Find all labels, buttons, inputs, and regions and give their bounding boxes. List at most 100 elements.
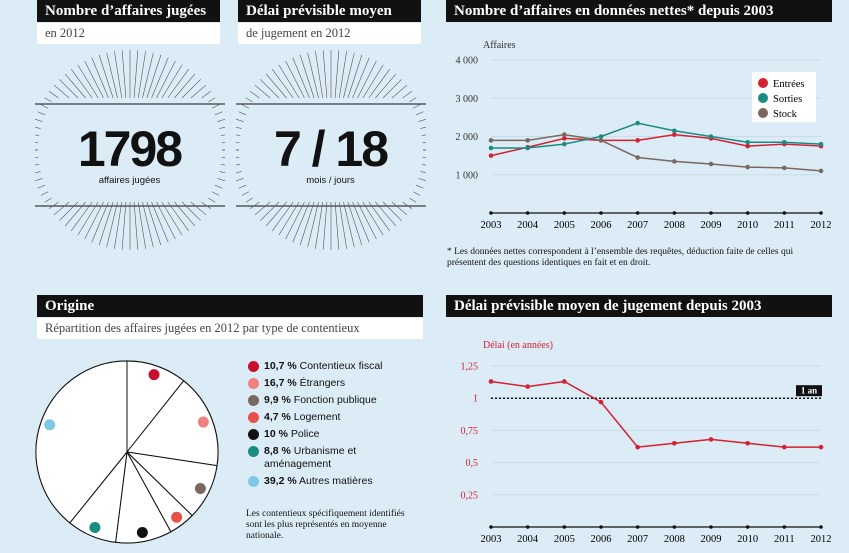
legend-pct: 16,7 % bbox=[264, 377, 297, 389]
sunburst-ray bbox=[292, 201, 310, 243]
sunburst-ray bbox=[368, 201, 391, 232]
sunburst-ray bbox=[322, 201, 328, 250]
sunburst-ray bbox=[307, 201, 319, 248]
legend-swatch bbox=[248, 429, 259, 440]
sunburst-ray bbox=[37, 111, 46, 116]
y-axis-title: Affaires bbox=[483, 40, 516, 51]
legend-label: Autres matières bbox=[296, 475, 373, 487]
sunburst-ray bbox=[133, 201, 139, 250]
y-tick-label: 4 000 bbox=[456, 56, 479, 67]
legend-label: Stock bbox=[773, 109, 798, 120]
sunburst-ray bbox=[190, 84, 207, 99]
x-tick-label: 2010 bbox=[737, 534, 758, 545]
legend-pct: 9,9 % bbox=[264, 394, 291, 406]
series-line bbox=[490, 133, 822, 157]
legend-swatch bbox=[248, 378, 259, 389]
data-point bbox=[635, 444, 640, 450]
sunburst-ray bbox=[415, 111, 424, 116]
data-point bbox=[672, 159, 677, 164]
sunburst-ray bbox=[114, 51, 123, 99]
y-tick-label: 0,75 bbox=[461, 426, 479, 437]
data-point bbox=[488, 153, 494, 158]
data-point bbox=[745, 440, 750, 446]
sunburst-ray bbox=[98, 201, 114, 246]
x-tick bbox=[709, 525, 713, 529]
sunburst-ray bbox=[121, 201, 127, 250]
x-tick-label: 2011 bbox=[774, 220, 795, 231]
legend-label: Entrées bbox=[773, 79, 805, 90]
pie-slice bbox=[35, 360, 128, 524]
sunburst-ray bbox=[254, 84, 271, 99]
sunburst-ray bbox=[368, 68, 391, 99]
sunburst-ray bbox=[70, 201, 93, 232]
sunburst-ray bbox=[137, 51, 146, 99]
sunburst-ray bbox=[64, 201, 86, 227]
sunburst-ray bbox=[146, 201, 162, 246]
x-tick-label: 2006 bbox=[591, 220, 612, 231]
legend-pct: 10 % bbox=[264, 428, 288, 440]
sunburst-ray bbox=[352, 201, 370, 243]
y-tick-label: 0,5 bbox=[466, 458, 479, 469]
y-axis-title: Délai (en années) bbox=[483, 340, 553, 351]
sunburst-ray bbox=[245, 97, 253, 103]
kpi2-value: 7 / 18 bbox=[273, 121, 389, 177]
pie-slice-marker bbox=[44, 419, 56, 431]
sunburst-ray bbox=[220, 164, 225, 166]
origin-subtitle: Répartition des affaires jugées en 2012 … bbox=[37, 318, 423, 339]
sunburst-ray bbox=[181, 79, 201, 99]
sunburst-ray bbox=[151, 201, 169, 243]
sunburst-ray bbox=[241, 191, 250, 196]
x-tick-label: 2005 bbox=[554, 534, 575, 545]
origin-footnote: Les contentieux spécifiquement identifié… bbox=[246, 509, 405, 541]
data-point bbox=[782, 444, 787, 450]
sunburst-ray bbox=[299, 54, 315, 99]
legend-item: 10 % Police bbox=[248, 428, 384, 445]
y-tick-label: 3 000 bbox=[456, 94, 479, 105]
origin-title: Origine bbox=[37, 295, 423, 317]
pie-slice-marker bbox=[194, 483, 206, 495]
sunburst-ray bbox=[220, 134, 225, 136]
kpi1-title: Nombre d’affaires jugées bbox=[37, 0, 220, 22]
data-point bbox=[488, 379, 494, 384]
legend-swatch bbox=[248, 412, 259, 423]
sunburst-ray bbox=[190, 201, 207, 216]
x-tick bbox=[562, 211, 567, 215]
series-line bbox=[491, 133, 822, 172]
sunburst-ray bbox=[146, 54, 162, 99]
legend-item: 4,7 % Logement bbox=[248, 411, 384, 428]
sunburst-ray bbox=[265, 73, 287, 99]
sunburst-ray bbox=[77, 64, 99, 99]
data-point bbox=[598, 138, 604, 143]
sunburst-ray bbox=[48, 90, 59, 99]
sunburst-ray bbox=[77, 201, 99, 236]
sunburst-ray bbox=[347, 54, 363, 99]
x-tick-label: 2010 bbox=[737, 220, 758, 231]
sunburst-ray bbox=[271, 201, 294, 232]
x-tick-label: 2012 bbox=[811, 220, 832, 231]
x-tick bbox=[562, 525, 567, 529]
data-point bbox=[745, 143, 750, 149]
sunburst-ray bbox=[278, 201, 300, 236]
pie-slice-marker bbox=[89, 521, 101, 533]
kpi2-unit: mois / jours bbox=[306, 175, 355, 186]
sunburst-ray bbox=[35, 178, 43, 182]
sunburst-ray bbox=[236, 156, 240, 158]
y-tick-label: 1 bbox=[473, 394, 478, 405]
sunburst-ray bbox=[167, 68, 190, 99]
sunburst-ray bbox=[412, 191, 421, 196]
sunburst-ray bbox=[421, 134, 426, 136]
sunburst-ray bbox=[114, 201, 123, 249]
sunburst-ray bbox=[181, 201, 201, 221]
sunburst-ray bbox=[121, 50, 127, 99]
sunburst-ray bbox=[64, 73, 86, 99]
sunburst-ray bbox=[409, 97, 417, 103]
sunburst-ray bbox=[40, 104, 49, 109]
kpi2-sunburst bbox=[236, 50, 426, 250]
sunburst-ray bbox=[40, 191, 49, 196]
x-tick-label: 2005 bbox=[554, 220, 575, 231]
sunburst-ray bbox=[236, 126, 242, 129]
x-tick-label: 2007 bbox=[627, 220, 648, 231]
sunburst-ray bbox=[236, 171, 242, 174]
data-point bbox=[635, 138, 640, 143]
sunburst-ray bbox=[37, 184, 46, 189]
